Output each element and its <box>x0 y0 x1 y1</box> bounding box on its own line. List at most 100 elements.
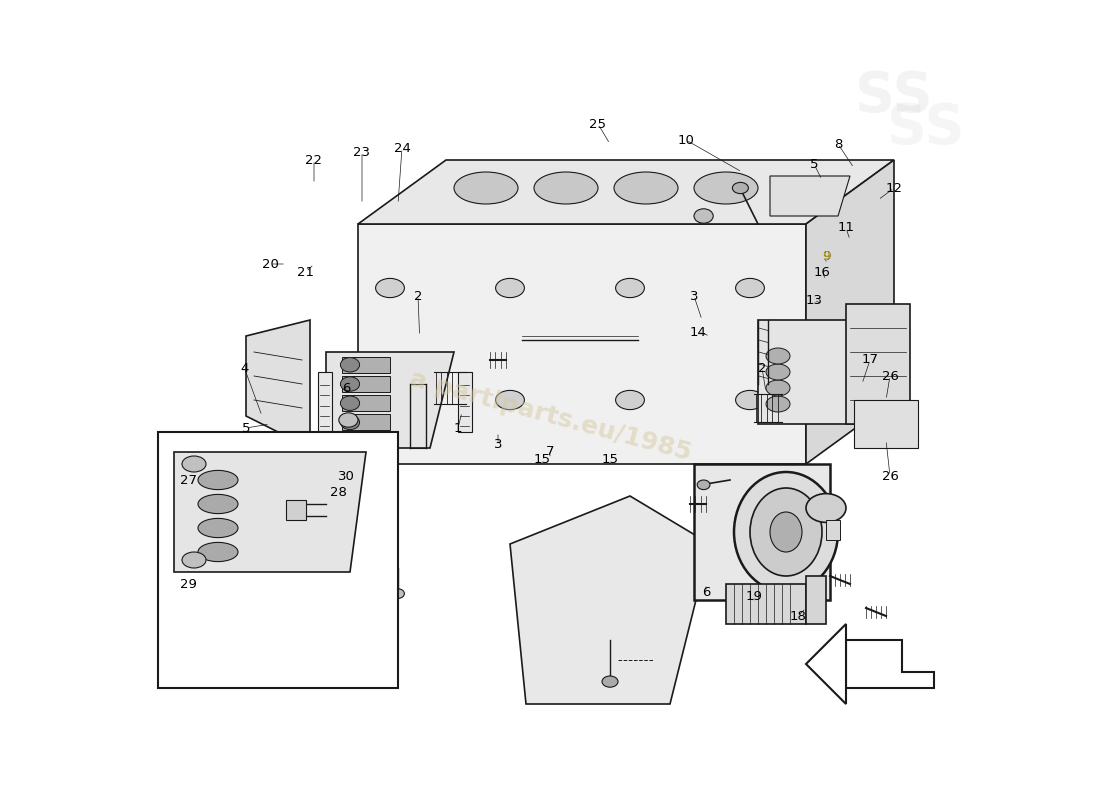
Text: 26: 26 <box>881 470 899 482</box>
Text: 8: 8 <box>834 138 843 150</box>
Ellipse shape <box>392 589 405 598</box>
Polygon shape <box>510 496 710 704</box>
Text: 4: 4 <box>240 362 249 374</box>
Ellipse shape <box>750 488 822 576</box>
Polygon shape <box>174 452 366 572</box>
Ellipse shape <box>766 380 790 396</box>
Text: 16: 16 <box>814 266 830 278</box>
Ellipse shape <box>733 182 748 194</box>
Ellipse shape <box>182 456 206 472</box>
Polygon shape <box>342 376 390 392</box>
Text: 22: 22 <box>306 154 322 166</box>
Ellipse shape <box>616 278 645 298</box>
Text: 18: 18 <box>790 610 806 622</box>
Ellipse shape <box>198 494 238 514</box>
Bar <box>286 500 306 520</box>
Polygon shape <box>246 320 310 448</box>
Bar <box>826 520 840 540</box>
Text: 19: 19 <box>746 590 762 602</box>
Polygon shape <box>358 160 894 224</box>
Ellipse shape <box>375 390 405 410</box>
Text: 12: 12 <box>886 182 902 194</box>
Text: 5: 5 <box>242 422 251 434</box>
Ellipse shape <box>614 172 678 204</box>
Bar <box>806 576 826 624</box>
Ellipse shape <box>534 172 598 204</box>
Ellipse shape <box>770 512 802 552</box>
Text: 26: 26 <box>881 370 899 382</box>
Ellipse shape <box>806 494 846 522</box>
Text: 29: 29 <box>180 578 197 590</box>
Polygon shape <box>806 624 846 704</box>
Text: 23: 23 <box>353 146 371 158</box>
Text: 1: 1 <box>453 422 462 434</box>
Ellipse shape <box>766 396 790 412</box>
Ellipse shape <box>694 209 713 223</box>
Polygon shape <box>726 584 806 624</box>
Text: 20: 20 <box>262 258 278 270</box>
Polygon shape <box>846 640 934 688</box>
Text: 11: 11 <box>837 222 855 234</box>
Polygon shape <box>342 357 390 373</box>
Polygon shape <box>358 224 806 464</box>
Text: 21: 21 <box>297 266 315 278</box>
Ellipse shape <box>198 518 238 538</box>
Bar <box>318 372 332 432</box>
Polygon shape <box>342 414 390 430</box>
Ellipse shape <box>198 542 238 562</box>
Text: 3: 3 <box>690 290 698 302</box>
Bar <box>158 432 398 688</box>
Polygon shape <box>854 400 918 448</box>
Text: 14: 14 <box>690 326 706 338</box>
Ellipse shape <box>182 552 206 568</box>
Ellipse shape <box>340 396 360 410</box>
Text: 28: 28 <box>330 486 346 498</box>
Text: 15: 15 <box>602 454 618 466</box>
Polygon shape <box>342 395 390 411</box>
Ellipse shape <box>340 415 360 430</box>
Text: 10: 10 <box>678 134 694 146</box>
Ellipse shape <box>375 278 405 298</box>
Text: 24: 24 <box>394 142 410 154</box>
Ellipse shape <box>602 676 618 687</box>
Polygon shape <box>770 176 850 216</box>
Polygon shape <box>846 304 910 424</box>
Ellipse shape <box>355 591 368 601</box>
Polygon shape <box>286 536 374 568</box>
Ellipse shape <box>766 348 790 364</box>
Ellipse shape <box>496 390 525 410</box>
Ellipse shape <box>496 278 525 298</box>
Polygon shape <box>758 320 878 424</box>
Text: SS: SS <box>888 101 965 155</box>
Ellipse shape <box>305 582 323 594</box>
Ellipse shape <box>454 172 518 204</box>
Text: a partlparts.eu/1985: a partlparts.eu/1985 <box>407 366 693 466</box>
Text: 30: 30 <box>338 470 354 482</box>
Ellipse shape <box>736 390 764 410</box>
Text: 27: 27 <box>180 474 197 486</box>
Text: 3: 3 <box>494 438 503 450</box>
Text: SS: SS <box>856 69 933 123</box>
Ellipse shape <box>198 470 238 490</box>
Text: 17: 17 <box>861 354 879 366</box>
Bar <box>306 616 322 640</box>
Text: 15: 15 <box>534 454 550 466</box>
Polygon shape <box>806 160 894 464</box>
Ellipse shape <box>694 172 758 204</box>
Ellipse shape <box>340 358 360 372</box>
Bar <box>458 372 472 432</box>
Text: 9: 9 <box>822 250 830 262</box>
Ellipse shape <box>697 480 710 490</box>
Text: 6: 6 <box>342 382 350 394</box>
Ellipse shape <box>734 472 838 592</box>
Text: 5: 5 <box>810 158 818 170</box>
Ellipse shape <box>736 278 764 298</box>
Polygon shape <box>694 464 830 600</box>
Text: 2: 2 <box>414 290 422 302</box>
Text: 13: 13 <box>805 294 823 306</box>
Ellipse shape <box>340 377 360 391</box>
Text: 7: 7 <box>546 446 554 458</box>
Ellipse shape <box>339 413 358 427</box>
Polygon shape <box>326 352 454 448</box>
Ellipse shape <box>766 364 790 380</box>
